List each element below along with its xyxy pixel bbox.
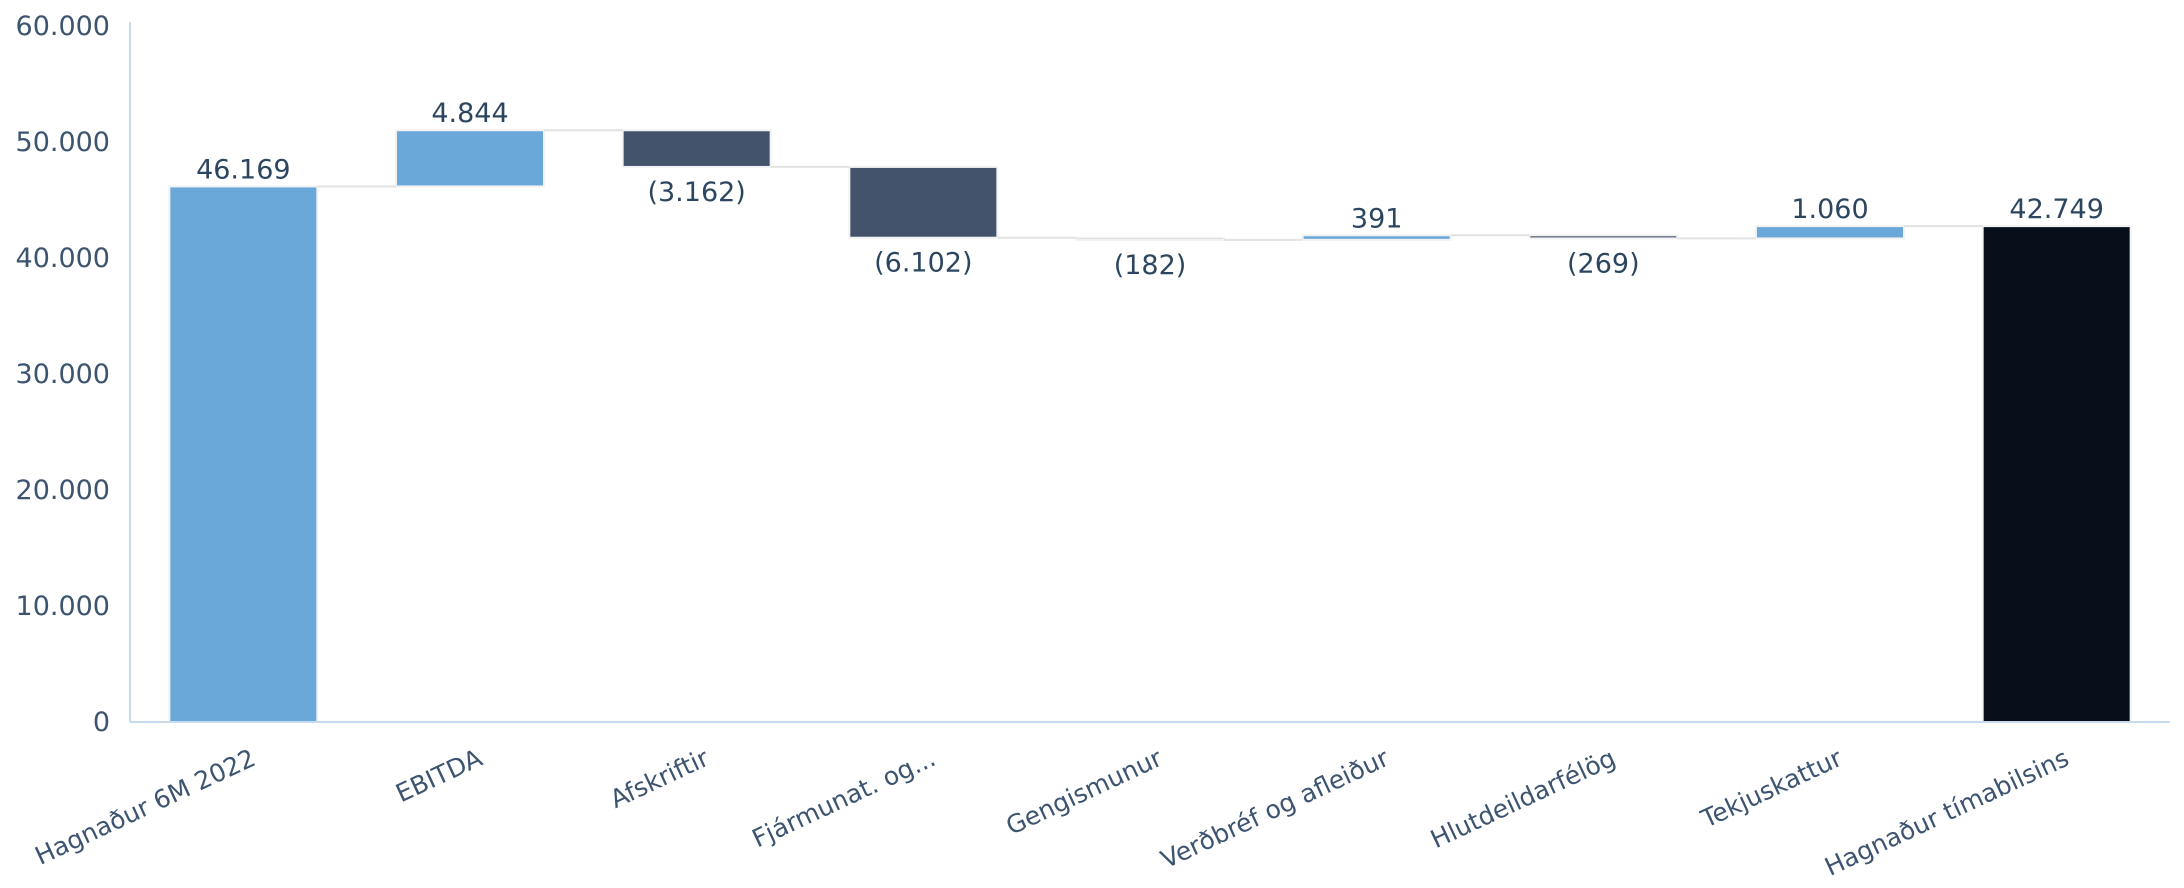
data-label: (182) xyxy=(1114,250,1187,281)
connectors-layer xyxy=(317,129,1983,241)
data-label: 4.844 xyxy=(431,98,508,129)
y-axis-ticks: 0 10.000 20.000 30.000 40.000 50.000 60.000 xyxy=(16,11,110,738)
y-tick-label: 10.000 xyxy=(16,591,110,622)
x-axis-labels: Hagnaður 6M 2022 EBITDA Afskriftir Fjármuna… xyxy=(30,743,2073,882)
x-tick-label: Gengismunur xyxy=(1001,743,1167,841)
data-label: (3.162) xyxy=(647,177,745,208)
x-tick-label: Hagnaður tímabilsins xyxy=(1820,743,2073,882)
data-label: (6.102) xyxy=(874,248,972,279)
bar xyxy=(1528,234,1679,240)
bar xyxy=(395,129,545,188)
x-tick-label: Fjármunat. og... xyxy=(748,743,940,853)
bar xyxy=(1755,225,1905,240)
y-tick-label: 40.000 xyxy=(16,243,110,274)
data-label: 46.169 xyxy=(196,154,290,185)
bar xyxy=(1981,225,2132,723)
x-tick-label: Hlutdeildarfélög xyxy=(1426,743,1620,854)
data-label: 391 xyxy=(1351,203,1403,234)
y-tick-label: 0 xyxy=(93,707,110,738)
x-tick-label: EBITDA xyxy=(391,743,486,808)
bar xyxy=(621,129,772,168)
x-tick-label: Afskriftir xyxy=(606,743,714,814)
bar xyxy=(168,185,319,724)
y-tick-label: 50.000 xyxy=(16,127,110,158)
data-label: 1.060 xyxy=(1791,194,1868,225)
y-tick-label: 60.000 xyxy=(16,11,110,42)
data-labels-layer: 46.169 4.844 (3.162) (6.102) (182) 391 (269) 1.… xyxy=(196,98,2104,281)
bar xyxy=(1075,236,1225,241)
x-tick-label: Tekjuskattur xyxy=(1696,743,1847,834)
bars-layer xyxy=(168,129,2132,724)
x-tick-label: Verðbréf og afleiður xyxy=(1156,743,1393,874)
bar xyxy=(1301,234,1452,241)
x-tick-label: Hagnaður 6M 2022 xyxy=(30,743,259,871)
bar xyxy=(848,165,999,239)
data-label: 42.749 xyxy=(2009,194,2103,225)
y-tick-label: 20.000 xyxy=(16,475,110,506)
y-tick-label: 30.000 xyxy=(16,359,110,390)
data-label: (269) xyxy=(1567,248,1640,279)
